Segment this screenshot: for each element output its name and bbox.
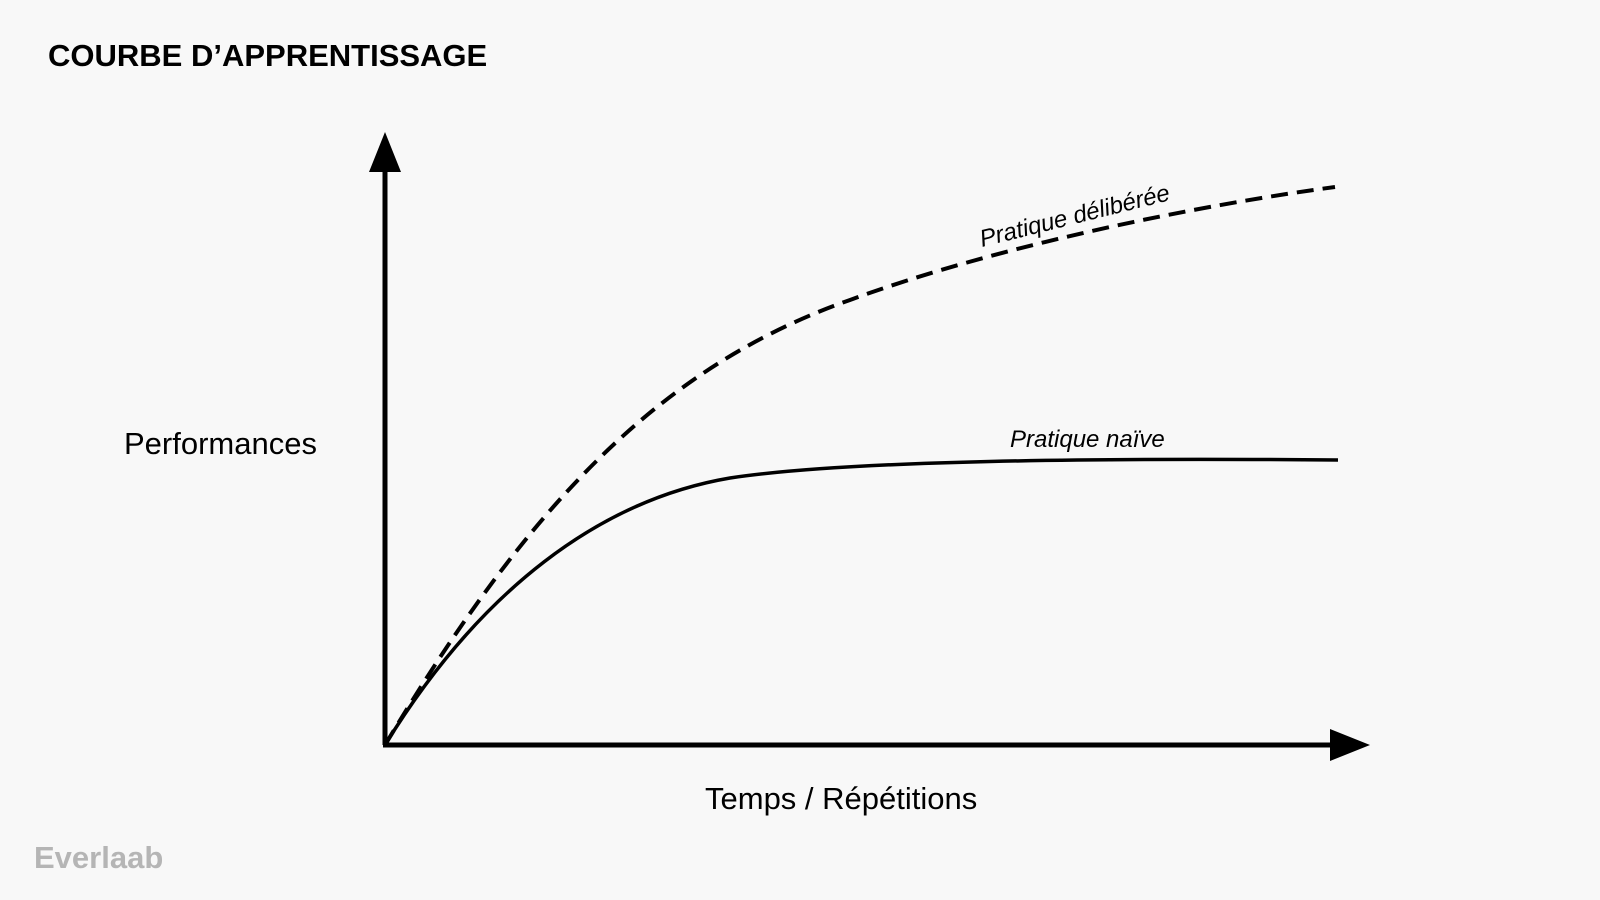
curve-label-naive: Pratique naïve bbox=[1010, 426, 1165, 453]
brand-logo: Everlaab bbox=[34, 840, 164, 875]
curve-naive-practice bbox=[383, 457, 1339, 746]
y-axis-label: Performances bbox=[124, 426, 317, 461]
page-title: COURBE D’APPRENTISSAGE bbox=[48, 38, 488, 73]
curve-label-deliberate: Pratique délibérée bbox=[977, 179, 1173, 252]
curve-deliberate-practice bbox=[383, 185, 1336, 747]
y-axis-arrow-icon bbox=[369, 132, 401, 172]
x-axis-arrow-icon bbox=[1330, 729, 1370, 761]
x-axis-label: Temps / Répétitions bbox=[705, 781, 978, 816]
